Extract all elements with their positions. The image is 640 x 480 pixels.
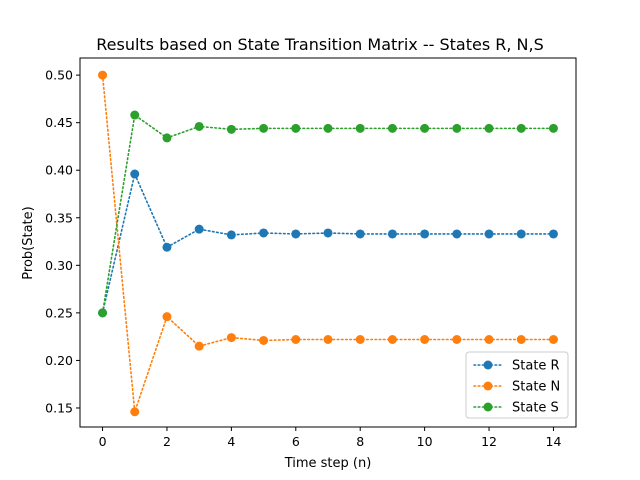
data-point-state-n (194, 341, 204, 351)
data-point-state-s (484, 123, 494, 133)
legend-label: State R (512, 359, 560, 374)
data-point-state-s (420, 123, 430, 133)
y-tick-label: 0.50 (45, 68, 73, 83)
plot-frame (79, 57, 577, 428)
x-tick-label: 14 (546, 434, 562, 449)
y-tick-label: 0.20 (45, 353, 73, 368)
legend-label: State N (512, 380, 560, 395)
x-axis-ticks: 0 2 4 6 8 10 12 14 (99, 427, 562, 449)
legend-marker (483, 381, 493, 391)
data-point-state-r (452, 229, 462, 239)
data-point-state-r (291, 229, 301, 239)
x-tick-label: 8 (356, 434, 364, 449)
data-point-state-n (484, 335, 494, 345)
legend-marker (483, 402, 493, 412)
data-point-state-s (259, 123, 269, 133)
y-axis-label: Prob(State) (21, 206, 36, 279)
data-point-state-s (226, 124, 236, 134)
data-point-state-r (548, 229, 558, 239)
data-point-state-n (516, 335, 526, 345)
data-point-state-r (130, 169, 140, 179)
data-point-state-s (323, 123, 333, 133)
data-point-state-s (355, 123, 365, 133)
y-axis-ticks: 0.15 0.20 0.25 0.30 0.35 0.40 0.45 0.50 (45, 68, 80, 415)
data-point-state-n (259, 335, 269, 345)
legend: State R State N State S (465, 351, 569, 419)
data-point-state-s (548, 123, 558, 133)
data-point-state-r (226, 230, 236, 240)
x-tick-label: 2 (163, 434, 171, 449)
data-point-state-r (323, 228, 333, 238)
data-point-state-s (387, 123, 397, 133)
data-point-state-n (355, 335, 365, 345)
plot-series (98, 70, 558, 417)
data-point-state-n (548, 335, 558, 345)
y-tick-label: 0.45 (45, 115, 73, 130)
data-point-state-s (194, 121, 204, 131)
data-point-state-n (387, 335, 397, 345)
series-line-state-r (101, 171, 555, 314)
data-point-state-n (323, 335, 333, 345)
x-axis-label: Time step (n) (284, 456, 372, 471)
legend-item: State R (473, 359, 560, 374)
data-point-state-r (420, 229, 430, 239)
data-point-state-r (162, 242, 172, 252)
data-point-state-s (162, 133, 172, 143)
data-point-state-s (452, 123, 462, 133)
data-point-state-n (291, 335, 301, 345)
data-point-state-r (516, 229, 526, 239)
data-point-state-n (130, 407, 140, 417)
data-point-state-s (98, 308, 108, 318)
legend-box (465, 351, 569, 419)
data-point-state-n (226, 333, 236, 343)
data-point-state-r (484, 229, 494, 239)
x-tick-label: 0 (99, 434, 107, 449)
y-tick-label: 0.25 (45, 305, 73, 320)
chart-title: Results based on State Transition Matrix… (96, 35, 544, 54)
data-point-state-s (516, 123, 526, 133)
x-tick-label: 6 (292, 434, 300, 449)
x-tick-label: 4 (227, 434, 235, 449)
y-tick-label: 0.40 (45, 163, 73, 178)
x-tick-label: 10 (417, 434, 433, 449)
y-tick-label: 0.35 (45, 210, 73, 225)
data-point-state-r (194, 224, 204, 234)
data-point-state-s (130, 110, 140, 120)
data-point-state-n (420, 335, 430, 345)
data-point-state-r (355, 229, 365, 239)
y-tick-label: 0.15 (45, 400, 73, 415)
y-tick-label: 0.30 (45, 258, 73, 273)
legend-item: State N (473, 380, 560, 395)
legend-label: State S (512, 401, 559, 416)
data-point-state-r (387, 229, 397, 239)
data-point-state-s (291, 123, 301, 133)
series-line-state-s (101, 113, 555, 314)
legend-marker (483, 360, 493, 370)
data-point-state-n (452, 335, 462, 345)
data-point-state-r (259, 228, 269, 238)
legend-item: State S (473, 401, 559, 416)
x-tick-label: 12 (481, 434, 497, 449)
data-point-state-n (98, 70, 108, 80)
data-point-state-n (162, 312, 172, 322)
series-line-state-n (101, 74, 555, 413)
